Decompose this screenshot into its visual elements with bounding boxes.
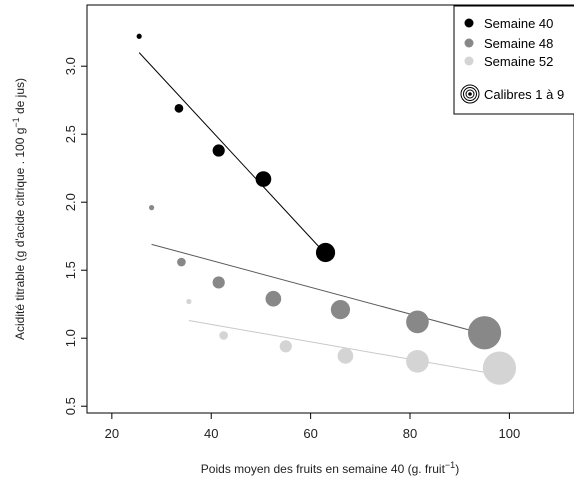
data-point-semaine-48-2 xyxy=(177,257,186,267)
legend-label-semaine-40: Semaine 40 xyxy=(484,16,553,31)
x-tick-label: 80 xyxy=(403,426,417,441)
x-tick-label: 40 xyxy=(204,426,218,441)
data-point-semaine-48-4 xyxy=(265,290,282,307)
y-axis-label: Acidité titrable (g d'acide citrique . 1… xyxy=(11,78,27,340)
data-point-semaine-40-1 xyxy=(136,33,142,39)
y-tick-label: 2.5 xyxy=(63,125,78,143)
y-tick-label: 2.0 xyxy=(63,193,78,211)
data-point-semaine-52-3 xyxy=(279,340,292,353)
data-point-semaine-52-4 xyxy=(337,348,354,364)
legend-label-semaine-52: Semaine 52 xyxy=(484,54,553,69)
data-point-semaine-48-7 xyxy=(467,316,502,350)
legend-marker-semaine-40 xyxy=(464,18,474,28)
legend-marker-semaine-48 xyxy=(464,38,474,48)
data-point-semaine-52-6 xyxy=(482,351,517,385)
x-tick-label: 100 xyxy=(499,426,521,441)
plot-area xyxy=(136,33,517,385)
y-tick-label: 3.0 xyxy=(63,57,78,75)
legend-marker-semaine-52 xyxy=(464,56,474,66)
fit-line-semaine-40 xyxy=(138,52,326,255)
axes: 20 40 60 80 100 0.5 1.0 1.5 2.0 2.5 3.0 xyxy=(63,57,520,441)
data-point-semaine-52-2 xyxy=(219,331,229,340)
data-point-semaine-40-2 xyxy=(174,104,184,113)
data-point-semaine-48-6 xyxy=(406,310,429,334)
y-tick-label: 1.5 xyxy=(63,261,78,279)
x-tick-label: 60 xyxy=(303,426,317,441)
fit-line-semaine-48 xyxy=(151,243,485,335)
fit-line-semaine-52 xyxy=(188,320,500,376)
data-point-semaine-48-5 xyxy=(330,300,351,320)
legend-size-icon xyxy=(460,84,480,104)
x-axis-label: Poids moyen des fruits en semaine 40 (g.… xyxy=(201,460,459,476)
data-point-semaine-48-3 xyxy=(212,276,225,289)
legend-label-calibres: Calibres 1 à 9 xyxy=(484,87,564,102)
data-point-semaine-48-1 xyxy=(149,205,155,211)
x-tick-label: 20 xyxy=(105,426,119,441)
data-point-semaine-40-5 xyxy=(315,242,336,263)
data-point-semaine-40-4 xyxy=(255,171,272,187)
legend-label-semaine-48: Semaine 48 xyxy=(484,36,553,51)
y-tick-label: 1.0 xyxy=(63,329,78,347)
legend: Semaine 40 Semaine 48 Semaine 52 Calibre… xyxy=(453,5,574,115)
data-point-semaine-52-1 xyxy=(186,298,192,305)
y-tick-label: 0.5 xyxy=(63,397,78,415)
data-point-semaine-40-3 xyxy=(212,144,225,157)
plot-frame xyxy=(86,4,574,414)
data-point-semaine-52-5 xyxy=(406,349,429,373)
